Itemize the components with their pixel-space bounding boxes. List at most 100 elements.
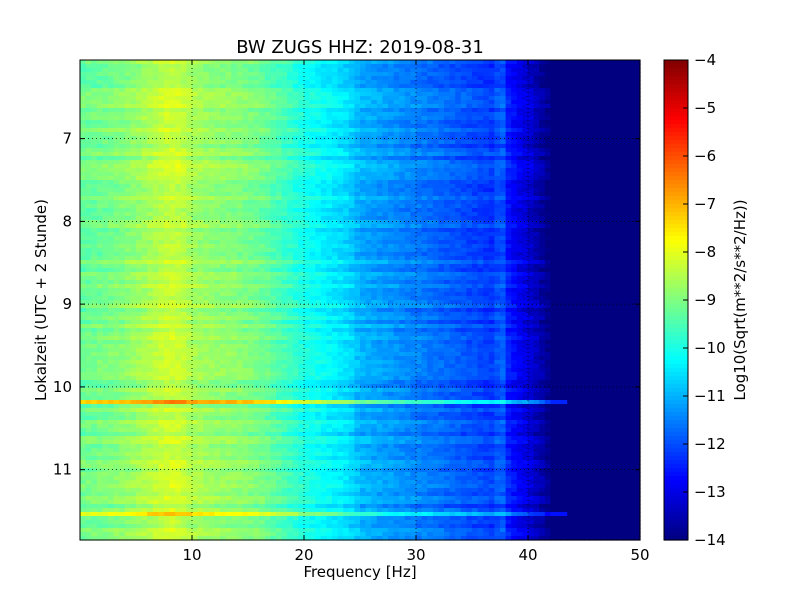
- heatmap-cell: [91, 248, 98, 253]
- heatmap-cell: [589, 248, 596, 253]
- heatmap-cell: [567, 216, 574, 221]
- heatmap-cell: [466, 132, 473, 137]
- heatmap-cell: [466, 192, 473, 197]
- heatmap-cell: [404, 88, 411, 93]
- heatmap-cell: [214, 148, 221, 153]
- heatmap-cell: [455, 80, 462, 85]
- heatmap-cell: [220, 112, 227, 117]
- heatmap-cell: [332, 224, 339, 229]
- heatmap-cell: [152, 80, 159, 85]
- heatmap-cell: [539, 64, 546, 69]
- heatmap-cell: [141, 120, 148, 125]
- heatmap-cell: [477, 108, 484, 113]
- heatmap-cell: [304, 124, 311, 129]
- heatmap-cell: [113, 200, 120, 205]
- heatmap-cell: [164, 228, 171, 233]
- heatmap-cell: [623, 108, 630, 113]
- heatmap-cell: [354, 224, 361, 229]
- heatmap-cell: [623, 204, 630, 209]
- heatmap-cell: [175, 180, 182, 185]
- heatmap-cell: [276, 248, 283, 253]
- heatmap-cell: [147, 88, 154, 93]
- heatmap-cell: [466, 180, 473, 185]
- heatmap-cell: [371, 172, 378, 177]
- heatmap-cell: [416, 92, 423, 97]
- heatmap-cell: [388, 148, 395, 153]
- heatmap-cell: [326, 60, 333, 65]
- heatmap-cell: [203, 128, 210, 133]
- heatmap-cell: [192, 140, 199, 145]
- heatmap-cell: [354, 240, 361, 245]
- heatmap-cell: [85, 240, 92, 245]
- heatmap-cell: [169, 108, 176, 113]
- heatmap-cell: [242, 236, 249, 241]
- heatmap-cell: [539, 76, 546, 81]
- heatmap-cell: [248, 160, 255, 165]
- heatmap-cell: [164, 76, 171, 81]
- heatmap-cell: [528, 164, 535, 169]
- heatmap-cell: [337, 188, 344, 193]
- heatmap-cell: [113, 240, 120, 245]
- heatmap-cell: [164, 68, 171, 73]
- heatmap-cell: [108, 200, 115, 205]
- heatmap-cell: [376, 84, 383, 89]
- heatmap-cell: [572, 252, 579, 257]
- heatmap-cell: [248, 144, 255, 149]
- heatmap-cell: [186, 256, 193, 261]
- heatmap-cell: [483, 148, 490, 153]
- heatmap-cell: [404, 180, 411, 185]
- heatmap-cell: [354, 184, 361, 189]
- heatmap-cell: [220, 108, 227, 113]
- heatmap-cell: [522, 240, 529, 245]
- heatmap-cell: [360, 180, 367, 185]
- heatmap-cell: [220, 172, 227, 177]
- heatmap-cell: [208, 244, 215, 249]
- heatmap-cell: [595, 216, 602, 221]
- heatmap-cell: [192, 84, 199, 89]
- heatmap-cell: [421, 216, 428, 221]
- heatmap-cell: [175, 136, 182, 141]
- heatmap-cell: [477, 156, 484, 161]
- heatmap-cell: [550, 252, 557, 257]
- heatmap-cell: [483, 176, 490, 181]
- heatmap-cell: [404, 128, 411, 133]
- heatmap-cell: [141, 104, 148, 109]
- heatmap-cell: [477, 120, 484, 125]
- heatmap-cell: [539, 100, 546, 105]
- heatmap-cell: [281, 144, 288, 149]
- heatmap-cell: [292, 236, 299, 241]
- heatmap-cell: [96, 208, 103, 213]
- heatmap-cell: [203, 204, 210, 209]
- heatmap-cell: [175, 80, 182, 85]
- heatmap-cell: [438, 160, 445, 165]
- heatmap-cell: [539, 244, 546, 249]
- heatmap-cell: [309, 188, 316, 193]
- heatmap-cell: [416, 76, 423, 81]
- heatmap-cell: [365, 132, 372, 137]
- heatmap-cell: [472, 84, 479, 89]
- heatmap-cell: [589, 124, 596, 129]
- heatmap-cell: [281, 100, 288, 105]
- heatmap-cell: [528, 240, 535, 245]
- heatmap-cell: [533, 188, 540, 193]
- heatmap-cell: [108, 220, 115, 225]
- heatmap-cell: [455, 60, 462, 65]
- heatmap-cell: [298, 100, 305, 105]
- heatmap-cell: [522, 128, 529, 133]
- heatmap-cell: [164, 172, 171, 177]
- heatmap-cell: [108, 104, 115, 109]
- heatmap-cell: [606, 112, 613, 117]
- heatmap-cell: [505, 172, 512, 177]
- heatmap-cell: [595, 240, 602, 245]
- heatmap-cell: [236, 88, 243, 93]
- heatmap-cell: [130, 124, 137, 129]
- heatmap-cell: [236, 220, 243, 225]
- heatmap-cell: [416, 144, 423, 149]
- heatmap-cell: [472, 140, 479, 145]
- heatmap-cell: [152, 228, 159, 233]
- heatmap-cell: [382, 112, 389, 117]
- heatmap-cell: [85, 168, 92, 173]
- heatmap-cell: [595, 68, 602, 73]
- heatmap-cell: [113, 156, 120, 161]
- heatmap-cell: [332, 180, 339, 185]
